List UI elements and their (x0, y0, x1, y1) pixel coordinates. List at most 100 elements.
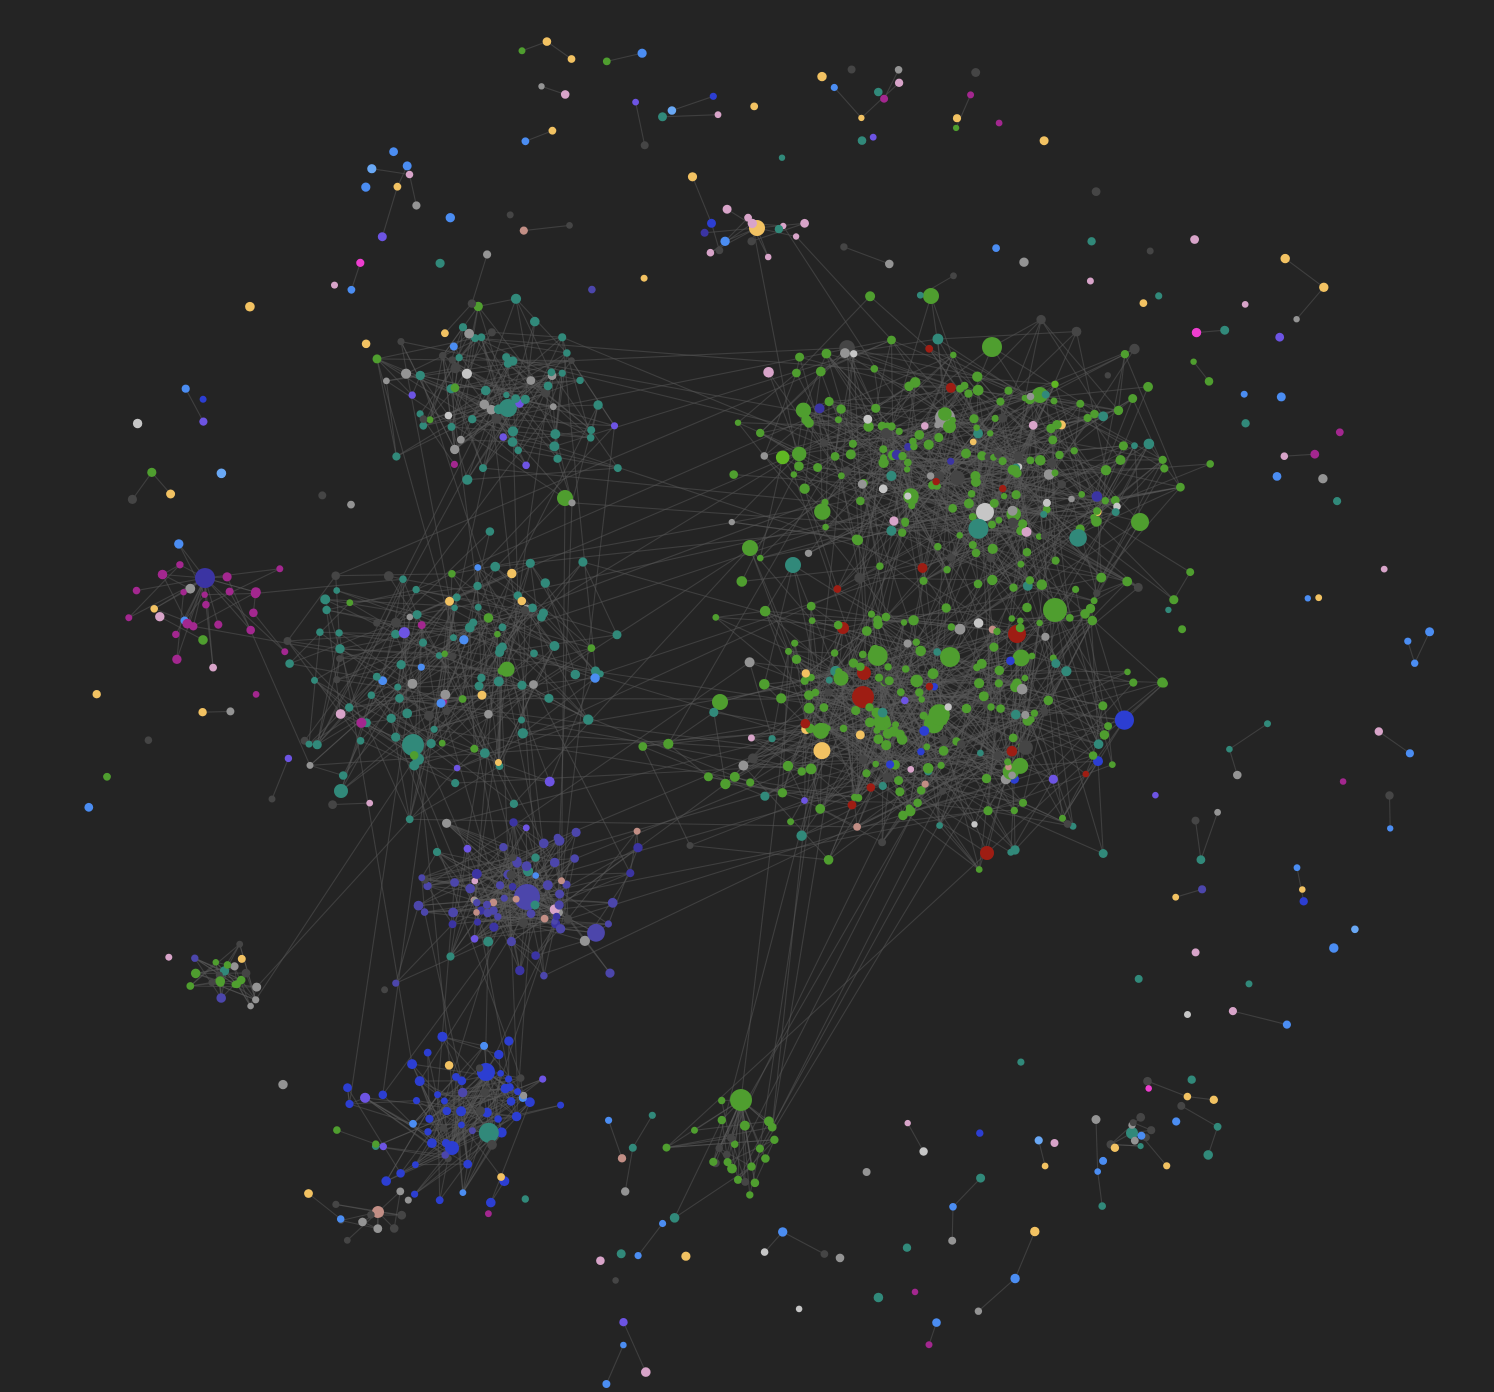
graph-node[interactable] (445, 213, 455, 223)
graph-node[interactable] (895, 427, 903, 435)
graph-node[interactable] (372, 1140, 380, 1148)
graph-node[interactable] (250, 587, 261, 598)
graph-node[interactable] (497, 1173, 505, 1181)
graph-node[interactable] (1008, 771, 1016, 780)
graph-node[interactable] (1100, 465, 1112, 476)
graph-node[interactable] (1124, 668, 1131, 676)
graph-node[interactable] (395, 693, 404, 703)
graph-node[interactable] (971, 548, 981, 558)
graph-node[interactable] (851, 705, 861, 716)
graph-node[interactable] (1034, 1136, 1043, 1145)
graph-node[interactable] (901, 517, 910, 526)
graph-node[interactable] (1190, 235, 1199, 244)
graph-node[interactable] (1017, 560, 1025, 568)
graph-node[interactable] (506, 211, 514, 219)
graph-node[interactable] (756, 428, 765, 438)
graph-node[interactable] (404, 1196, 412, 1204)
graph-node[interactable] (715, 1144, 723, 1152)
graph-node[interactable] (318, 491, 327, 500)
graph-node[interactable] (521, 861, 532, 872)
graph-node[interactable] (383, 571, 394, 581)
graph-node[interactable] (1068, 495, 1075, 503)
graph-node[interactable] (956, 532, 963, 539)
graph-node[interactable] (1163, 1162, 1171, 1170)
graph-node[interactable] (925, 344, 934, 353)
graph-node[interactable] (1085, 603, 1096, 614)
graph-node[interactable] (1076, 399, 1085, 408)
graph-node[interactable] (1090, 597, 1098, 605)
graph-node[interactable] (1104, 722, 1113, 731)
graph-node[interactable] (792, 233, 800, 240)
graph-node[interactable] (491, 413, 502, 424)
graph-node[interactable] (520, 394, 530, 404)
graph-node[interactable] (919, 711, 928, 720)
graph-node[interactable] (539, 1075, 547, 1083)
graph-node[interactable] (813, 463, 823, 472)
graph-node[interactable] (518, 918, 529, 928)
graph-node[interactable] (1040, 532, 1048, 540)
graph-node[interactable] (508, 883, 517, 891)
graph-node[interactable] (441, 329, 449, 338)
graph-node[interactable] (872, 760, 879, 768)
graph-node[interactable] (593, 400, 603, 410)
graph-node[interactable] (870, 365, 879, 373)
graph-node[interactable] (1043, 598, 1067, 622)
graph-node[interactable] (982, 337, 1002, 357)
graph-node[interactable] (1143, 381, 1153, 392)
graph-node[interactable] (281, 648, 289, 656)
graph-node[interactable] (147, 467, 157, 477)
graph-node[interactable] (448, 652, 457, 661)
graph-node[interactable] (209, 663, 218, 672)
graph-node[interactable] (703, 772, 713, 782)
graph-node[interactable] (402, 161, 412, 171)
graph-node[interactable] (381, 986, 389, 994)
graph-node[interactable] (1186, 568, 1195, 577)
graph-node[interactable] (1088, 751, 1098, 760)
graph-node[interactable] (1110, 495, 1120, 505)
graph-node[interactable] (883, 720, 892, 728)
graph-node[interactable] (722, 204, 732, 214)
graph-node[interactable] (946, 553, 955, 562)
graph-node[interactable] (760, 1248, 769, 1256)
graph-node[interactable] (1094, 1168, 1101, 1175)
graph-node[interactable] (405, 170, 414, 179)
graph-node[interactable] (973, 579, 983, 589)
graph-node[interactable] (956, 384, 965, 393)
graph-node[interactable] (938, 407, 952, 421)
graph-node[interactable] (932, 333, 944, 345)
graph-node[interactable] (919, 726, 930, 736)
graph-node[interactable] (448, 356, 456, 364)
graph-node[interactable] (402, 734, 424, 756)
graph-node[interactable] (553, 833, 562, 842)
graph-node[interactable] (727, 1163, 737, 1174)
graph-node[interactable] (1030, 709, 1039, 717)
graph-node[interactable] (976, 1129, 984, 1137)
graph-node[interactable] (199, 395, 207, 403)
graph-node[interactable] (566, 222, 573, 229)
graph-node[interactable] (475, 1106, 485, 1116)
graph-node[interactable] (497, 1070, 504, 1077)
graph-node[interactable] (420, 908, 429, 916)
graph-node[interactable] (458, 1087, 468, 1098)
graph-node[interactable] (863, 421, 874, 432)
graph-node[interactable] (419, 415, 428, 423)
graph-node[interactable] (483, 900, 491, 909)
graph-node[interactable] (1293, 316, 1300, 323)
graph-node[interactable] (746, 778, 755, 787)
graph-node[interactable] (474, 564, 482, 571)
graph-node[interactable] (450, 362, 461, 374)
graph-node[interactable] (1061, 666, 1072, 677)
graph-node[interactable] (1051, 469, 1059, 477)
graph-node[interactable] (971, 821, 978, 828)
graph-node[interactable] (854, 572, 865, 584)
graph-node[interactable] (840, 243, 848, 251)
graph-node[interactable] (1131, 513, 1149, 531)
graph-node[interactable] (1183, 1092, 1192, 1101)
graph-node[interactable] (1404, 637, 1412, 645)
graph-node[interactable] (1272, 472, 1282, 481)
graph-node[interactable] (494, 1049, 504, 1060)
graph-node[interactable] (412, 585, 420, 594)
graph-node[interactable] (896, 688, 905, 697)
graph-node[interactable] (858, 755, 868, 765)
graph-node[interactable] (610, 422, 619, 430)
